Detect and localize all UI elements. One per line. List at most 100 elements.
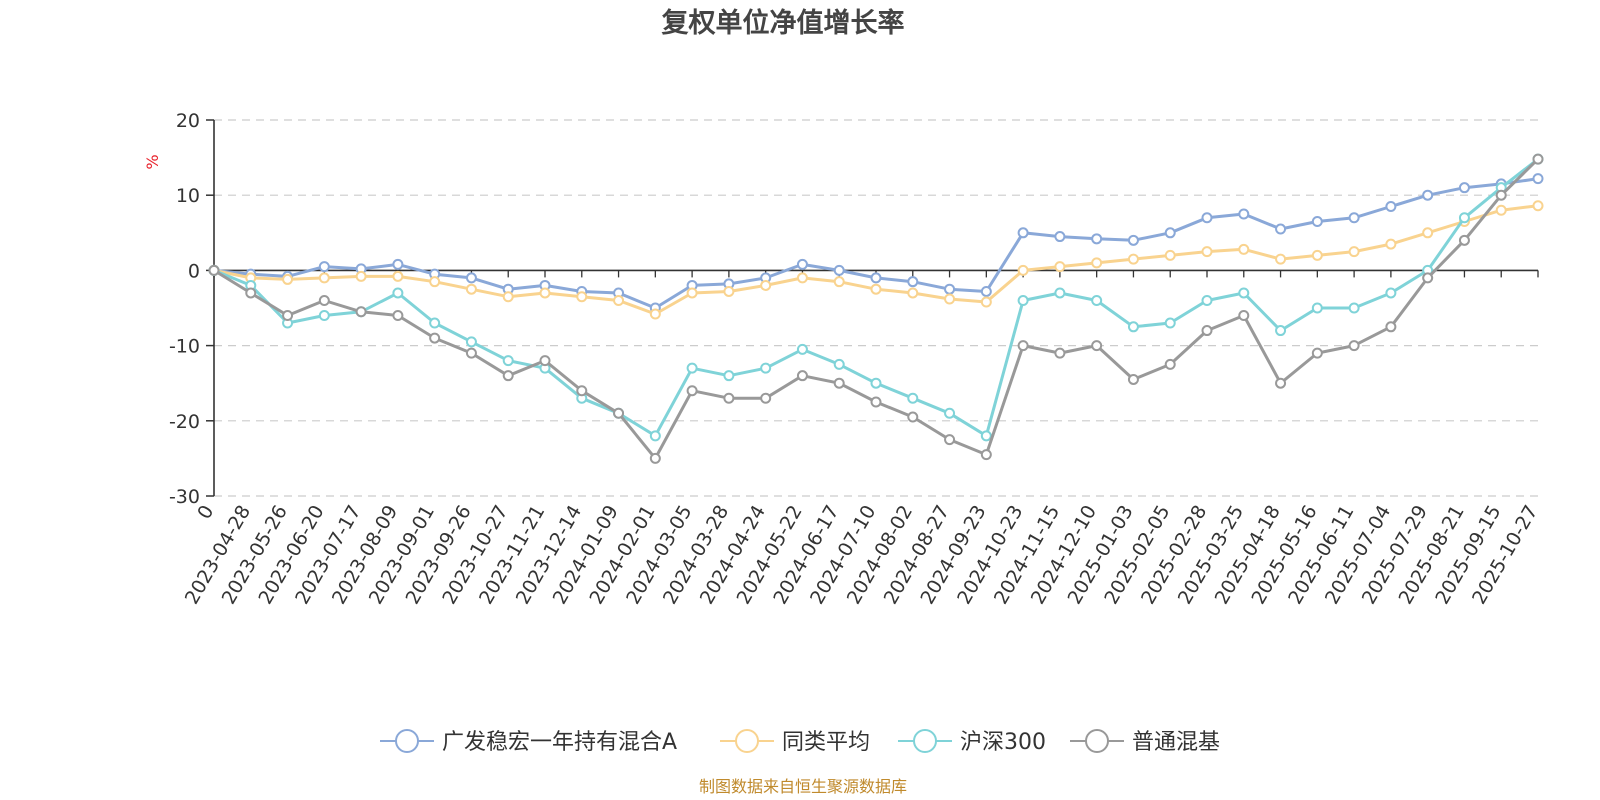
data-point <box>392 287 404 299</box>
data-point <box>796 258 808 270</box>
data-point <box>833 276 845 288</box>
data-point <box>833 358 845 370</box>
data-point <box>355 270 367 282</box>
y-tick-label: 0 <box>188 260 200 282</box>
data-point <box>392 310 404 322</box>
data-point <box>245 287 257 299</box>
data-point <box>686 362 698 374</box>
data-point <box>870 283 882 295</box>
series-lines <box>208 153 1544 464</box>
data-point <box>1422 189 1434 201</box>
legend-label: 普通混基 <box>1132 730 1220 755</box>
data-point <box>355 306 367 318</box>
legend-label: 沪深300 <box>960 730 1046 755</box>
data-point <box>760 362 772 374</box>
data-point <box>1458 182 1470 194</box>
data-point <box>1311 216 1323 228</box>
data-point <box>1532 153 1544 165</box>
y-axis: 20 10 0 -10 -20 -30 <box>169 110 215 508</box>
data-point <box>1275 253 1287 265</box>
data-point <box>1238 310 1250 322</box>
data-point <box>980 449 992 461</box>
data-point <box>1348 246 1360 258</box>
data-point <box>465 272 477 284</box>
data-point <box>429 317 441 329</box>
data-point <box>282 273 294 285</box>
data-point <box>318 294 330 306</box>
data-point <box>1127 253 1139 265</box>
data-point <box>1311 347 1323 359</box>
data-point <box>1054 231 1066 243</box>
data-point <box>1348 212 1360 224</box>
data-point <box>649 308 661 320</box>
data-source-note: 制图数据来自恒生聚源数据库 <box>699 777 907 796</box>
data-point <box>980 296 992 308</box>
series-line <box>213 204 1539 316</box>
legend-marker <box>1085 729 1109 753</box>
data-point <box>465 336 477 348</box>
data-point <box>1091 294 1103 306</box>
data-point <box>539 287 551 299</box>
data-point <box>1532 200 1544 212</box>
data-point <box>1385 287 1397 299</box>
data-point <box>1017 264 1029 276</box>
x-axis: 02023-04-282023-05-262023-06-202023-07-1… <box>181 269 1542 608</box>
data-point <box>907 276 919 288</box>
data-point <box>392 270 404 282</box>
data-point <box>907 392 919 404</box>
y-tick-label: 20 <box>176 110 200 132</box>
data-point <box>870 272 882 284</box>
data-point <box>944 434 956 446</box>
data-point <box>1164 358 1176 370</box>
data-point <box>576 291 588 303</box>
data-point <box>907 411 919 423</box>
chart-title: 复权单位净值增长率 <box>662 7 905 39</box>
data-point <box>502 291 514 303</box>
data-point <box>465 347 477 359</box>
data-point <box>1164 249 1176 261</box>
data-point <box>686 385 698 397</box>
data-point <box>1091 340 1103 352</box>
data-point <box>502 370 514 382</box>
data-point <box>944 407 956 419</box>
data-point <box>1054 261 1066 273</box>
legend-label: 同类平均 <box>782 730 870 755</box>
legend-marker <box>395 729 419 753</box>
legend-item[interactable]: 同类平均 <box>720 729 870 755</box>
legend-item[interactable]: 沪深300 <box>898 729 1046 755</box>
legend[interactable]: 广发稳宏一年持有混合A 同类平均 沪深300 普通混基 <box>380 729 1220 755</box>
data-point <box>1054 347 1066 359</box>
data-point <box>1422 227 1434 239</box>
legend-marker <box>735 729 759 753</box>
data-point <box>723 370 735 382</box>
data-point <box>980 285 992 297</box>
data-point <box>576 385 588 397</box>
y-tick-label: 10 <box>176 185 200 207</box>
data-point <box>796 343 808 355</box>
data-point <box>613 294 625 306</box>
data-point <box>796 272 808 284</box>
data-point <box>613 407 625 419</box>
data-point <box>1164 317 1176 329</box>
data-point <box>1017 227 1029 239</box>
data-point <box>907 287 919 299</box>
data-point <box>282 310 294 322</box>
data-point <box>429 332 441 344</box>
series-4 <box>208 153 1544 464</box>
data-point <box>465 283 477 295</box>
y-axis-unit: % <box>143 154 162 169</box>
data-point <box>208 264 220 276</box>
data-point <box>1348 340 1360 352</box>
legend-item[interactable]: 广发稳宏一年持有混合A <box>380 729 677 755</box>
data-point <box>1275 377 1287 389</box>
data-point <box>1017 340 1029 352</box>
data-point <box>870 396 882 408</box>
y-tick-label: -20 <box>169 411 200 433</box>
data-point <box>539 355 551 367</box>
data-point <box>1385 321 1397 333</box>
data-point <box>1458 234 1470 246</box>
data-point <box>1127 321 1139 333</box>
legend-item[interactable]: 普通混基 <box>1070 729 1220 755</box>
data-point <box>1495 204 1507 216</box>
